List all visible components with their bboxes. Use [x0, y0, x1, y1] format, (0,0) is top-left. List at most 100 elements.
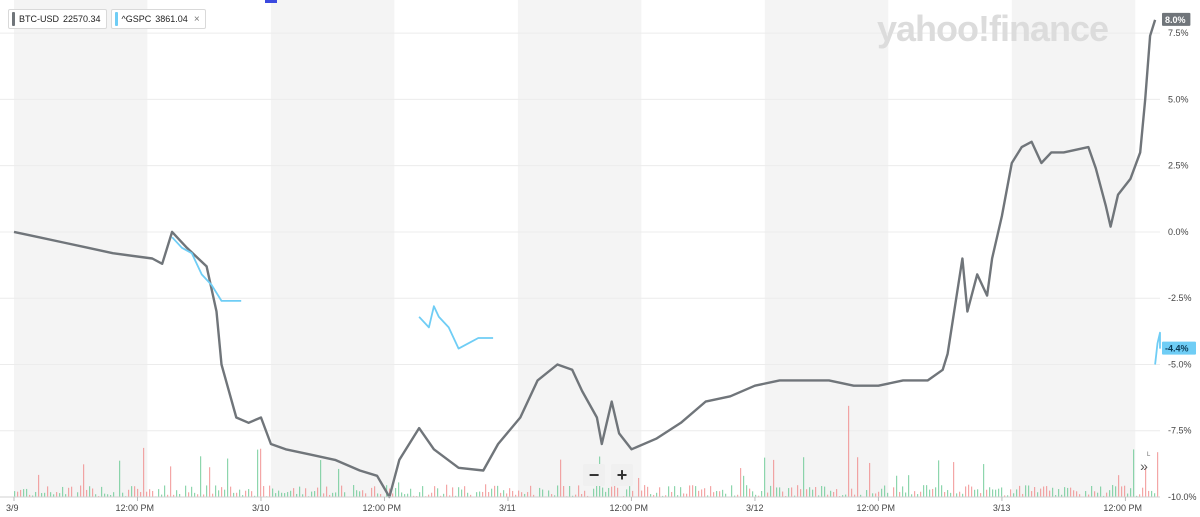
volume-bar	[557, 485, 559, 497]
volume-bar	[1049, 490, 1051, 497]
volume-bar	[356, 490, 358, 497]
volume-bar	[614, 485, 616, 497]
volume-bar	[767, 492, 769, 497]
volume-bar	[107, 494, 109, 497]
volume-bar	[605, 491, 607, 497]
legend-chip-btc[interactable]: BTC-USD 22570.34	[8, 9, 107, 29]
volume-bar	[608, 487, 610, 497]
volume-bar	[842, 495, 844, 497]
volume-bar	[881, 488, 883, 497]
volume-bar	[269, 485, 271, 497]
volume-bar	[560, 459, 562, 497]
volume-bar	[86, 489, 88, 497]
volume-bar	[875, 493, 877, 497]
volume-bar	[428, 494, 430, 497]
volume-bar	[431, 492, 433, 497]
volume-bar	[257, 449, 259, 497]
volume-bar	[179, 493, 181, 497]
legend-chip-gspc[interactable]: ^GSPC 3861.04 ×	[110, 9, 206, 29]
volume-bar	[218, 490, 220, 497]
volume-bar	[359, 491, 361, 497]
x-tick-label: 3/12	[746, 503, 764, 513]
volume-bar	[1001, 487, 1003, 497]
volume-bar	[740, 468, 742, 497]
end-label-bg	[1162, 12, 1191, 26]
scroll-to-latest-icon[interactable]: »	[1140, 458, 1148, 474]
volume-bar	[242, 495, 244, 497]
volume-bar	[962, 493, 964, 497]
volume-bar	[89, 486, 91, 497]
volume-bar	[1136, 495, 1138, 497]
volume-bar	[584, 490, 586, 497]
volume-bar	[50, 492, 52, 497]
volume-bar	[362, 490, 364, 497]
volume-bar	[1112, 485, 1114, 497]
volume-bar	[530, 485, 532, 497]
volume-bar	[305, 488, 307, 497]
volume-bar	[830, 490, 832, 497]
volume-bar	[272, 488, 274, 497]
volume-bar	[1061, 494, 1063, 497]
volume-bar	[569, 486, 571, 497]
volume-bar	[983, 464, 985, 497]
volume-bar	[59, 493, 61, 497]
volume-bar	[194, 492, 196, 497]
volume-bar	[1109, 490, 1111, 497]
btc-swatch	[12, 12, 15, 26]
volume-bar	[770, 485, 772, 497]
volume-bar	[77, 492, 79, 497]
volume-bar	[377, 493, 379, 497]
volume-bar	[26, 488, 28, 497]
volume-bar	[848, 405, 850, 497]
volume-bar	[449, 495, 451, 497]
volume-bar	[311, 491, 313, 497]
y-tick-label: 0.0%	[1168, 227, 1189, 237]
series-line-gspc-0	[171, 236, 242, 302]
volume-bar	[203, 494, 205, 497]
volume-bar	[1040, 488, 1042, 497]
x-tick-label: 3/11	[499, 503, 516, 513]
volume-bar	[1091, 485, 1093, 497]
volume-bar	[287, 492, 289, 497]
volume-bar	[1154, 493, 1156, 497]
volume-bar	[284, 493, 286, 497]
volume-bar	[965, 486, 967, 497]
volume-bar	[53, 494, 55, 497]
volume-bar	[1019, 485, 1021, 497]
zoom-out-button[interactable]: −	[583, 464, 605, 486]
volume-bar	[248, 489, 250, 497]
volume-bar	[1055, 495, 1057, 497]
volume-bar	[134, 486, 136, 497]
volume-bar	[797, 485, 799, 497]
volume-bar	[1142, 487, 1144, 497]
volume-bar	[224, 489, 226, 497]
x-tick-label: 3/10	[252, 503, 270, 513]
volume-bar	[800, 489, 802, 497]
x-tick-label: 12:00 PM	[1103, 503, 1142, 513]
volume-bar	[176, 490, 178, 497]
volume-bar	[71, 486, 73, 497]
expand-marker-label: L	[1147, 452, 1151, 458]
volume-bar	[725, 493, 727, 497]
volume-bar	[683, 493, 685, 497]
volume-bar	[926, 485, 928, 497]
volume-bar	[407, 493, 409, 497]
remove-comparison-close-icon[interactable]: ×	[193, 13, 200, 25]
volume-bar	[692, 485, 694, 497]
volume-bar	[1058, 489, 1060, 497]
volume-bar	[479, 491, 481, 497]
btc-symbol: BTC-USD	[19, 14, 59, 24]
volume-bar	[764, 457, 766, 497]
volume-bar	[260, 448, 262, 497]
volume-bar	[41, 493, 43, 497]
volume-bar	[650, 494, 652, 497]
volume-bar	[239, 489, 241, 497]
volume-bar	[110, 495, 112, 497]
volume-bar	[677, 495, 679, 497]
volume-bar	[647, 486, 649, 497]
volume-bar	[491, 488, 493, 497]
zoom-in-button[interactable]: +	[611, 464, 633, 486]
session-band-3	[764, 0, 889, 497]
volume-bar	[515, 494, 517, 497]
volume-bar	[851, 488, 853, 497]
